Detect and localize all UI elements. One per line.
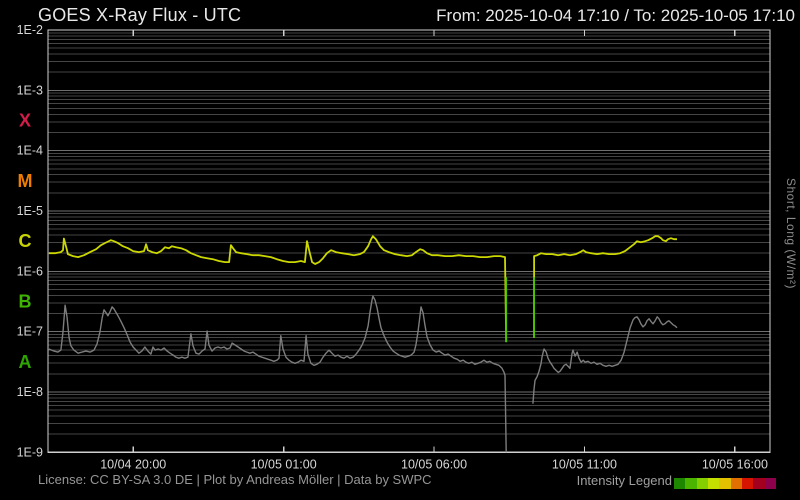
legend-color-swatch bbox=[696, 478, 708, 489]
legend-color-swatch bbox=[707, 478, 720, 489]
legend-color-swatch bbox=[719, 478, 731, 489]
legend-color-swatch bbox=[685, 478, 697, 489]
y-tick-label: 1E-7 bbox=[17, 325, 43, 339]
right-axis-label: Short, Long (W/m²) bbox=[784, 178, 798, 290]
flare-class-label-x: X bbox=[19, 110, 31, 130]
short-flux-series bbox=[48, 295, 507, 453]
y-tick-label: 1E-3 bbox=[17, 83, 43, 97]
legend-color-swatch bbox=[741, 478, 754, 489]
time-range-label: From: 2025-10-04 17:10 / To: 2025-10-05 … bbox=[436, 6, 795, 25]
short-flux-series bbox=[532, 316, 678, 404]
y-tick-label: 1E-2 bbox=[17, 23, 43, 37]
y-tick-label: 1E-5 bbox=[17, 204, 43, 218]
flare-class-label-c: C bbox=[19, 231, 32, 251]
long-flux-series bbox=[533, 235, 677, 338]
y-tick-label: 1E-4 bbox=[17, 144, 43, 158]
x-tick-label: 10/04 20:00 bbox=[100, 457, 166, 471]
page-title: GOES X-Ray Flux - UTC bbox=[38, 5, 242, 25]
flare-class-label-m: M bbox=[18, 171, 33, 191]
plot-frame bbox=[47, 29, 771, 453]
legend-color-swatch bbox=[674, 478, 686, 489]
intensity-legend-label: Intensity Legend bbox=[576, 473, 672, 488]
x-tick-label: 10/05 16:00 bbox=[702, 457, 768, 471]
legend-color-swatch bbox=[753, 478, 765, 489]
y-tick-label: 1E-6 bbox=[17, 264, 43, 278]
y-tick-label: 1E-8 bbox=[17, 385, 43, 399]
license-credits-text: License: CC BY-SA 3.0 DE | Plot by Andre… bbox=[38, 472, 432, 487]
legend-color-swatch bbox=[730, 478, 742, 489]
intensity-legend-colorbar bbox=[674, 478, 776, 489]
x-tick-label: 10/05 11:00 bbox=[552, 457, 617, 471]
legend-color-swatch bbox=[764, 478, 776, 489]
long-flux-series bbox=[48, 235, 508, 343]
flare-class-label-b: B bbox=[19, 291, 32, 311]
x-tick-label: 10/05 01:00 bbox=[251, 457, 317, 471]
flare-class-label-a: A bbox=[19, 352, 32, 372]
x-tick-label: 10/05 06:00 bbox=[401, 457, 467, 471]
y-tick-label: 1E-9 bbox=[17, 445, 43, 459]
